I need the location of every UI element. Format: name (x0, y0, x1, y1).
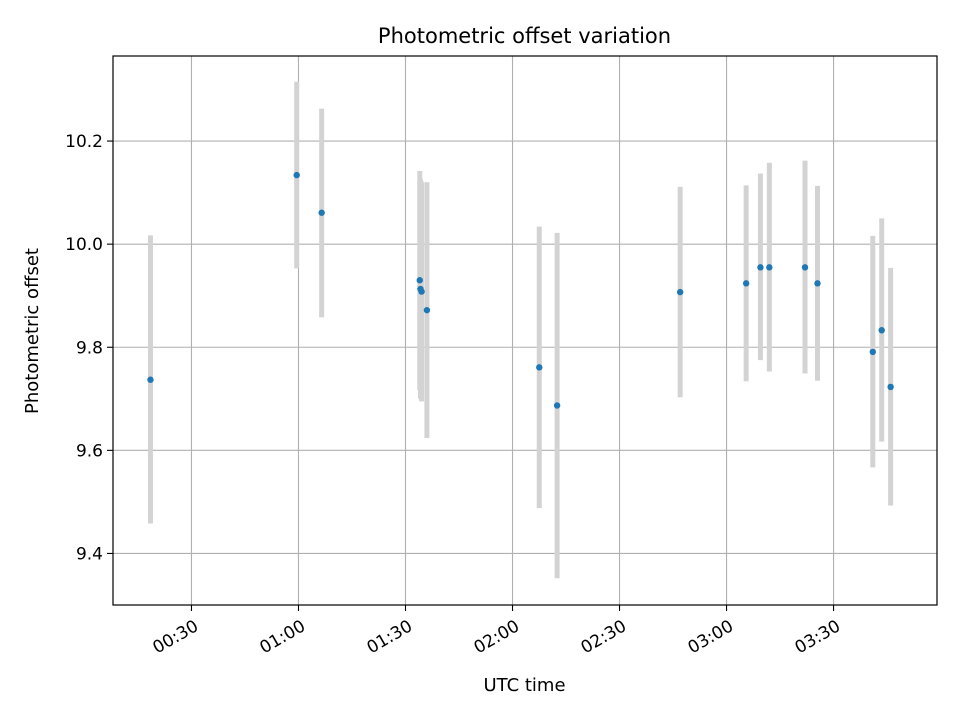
data-point (801, 264, 809, 271)
data-point (318, 209, 325, 216)
data-point (293, 171, 300, 179)
x-tick-label: 02:00 (471, 616, 523, 658)
x-axis-ticks: 00:30 01:00 01:30 02:00 02:30 03:00 03:30 (150, 605, 844, 658)
x-axis-label: UTC time (483, 675, 565, 696)
x-tick-label: 03:30 (792, 616, 844, 658)
data-point (553, 402, 561, 409)
data-point (147, 376, 154, 383)
x-tick-label: 01:00 (257, 616, 309, 658)
y-axis-label: Photometric offset (22, 248, 43, 414)
data-point (536, 364, 543, 371)
x-tick-label: 03:00 (685, 616, 737, 658)
grid-layer (113, 56, 937, 605)
x-tick-label: 02:30 (578, 616, 630, 658)
y-axis-ticks: 9.4 9.6 9.8 10.0 10.2 (65, 132, 113, 564)
y-tick-label: 10.0 (65, 235, 103, 255)
data-point (869, 348, 876, 356)
y-tick-label: 10.2 (65, 132, 103, 152)
data-point (757, 264, 764, 271)
y-tick-label: 9.8 (76, 338, 103, 358)
data-point (742, 280, 750, 287)
data-point (423, 306, 431, 314)
data-point (416, 277, 423, 284)
data-point (766, 264, 773, 271)
x-tick-label: 01:30 (364, 616, 416, 658)
point-layer (147, 171, 894, 409)
data-point (878, 327, 885, 334)
x-tick-label: 00:30 (150, 616, 202, 658)
y-tick-label: 9.6 (76, 441, 103, 461)
chart-title: Photometric offset variation (378, 24, 671, 48)
data-point (887, 383, 894, 391)
data-point (676, 288, 684, 296)
plot-frame (112, 55, 938, 606)
data-point (418, 288, 425, 295)
errorbar-layer (147, 81, 894, 579)
data-point (814, 280, 821, 287)
y-tick-label: 9.4 (76, 544, 103, 564)
